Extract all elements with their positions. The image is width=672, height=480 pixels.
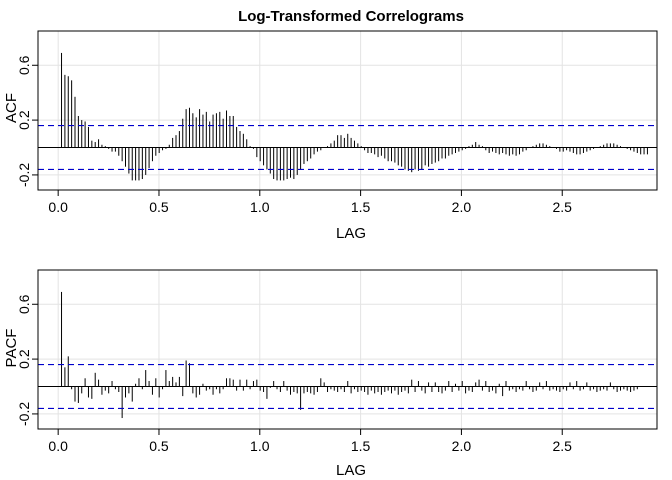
acf-panel: ACF LAG 0.0 0.5 1.0 1.5 2.0 2.5 -0.2 0.2 0.6 [3,30,658,242]
acf-x-tick-label: 2.5 [553,199,573,215]
pacf-x-tick-label: 2.5 [553,438,573,454]
acf-x-axis-label: LAG [336,225,366,242]
pacf-plot-frame [37,269,658,430]
acf-grid [38,31,657,190]
acf-y-tick-label: 0.6 [16,55,32,75]
acf-x-tick-label: 1.0 [250,199,270,215]
pacf-y-tick-label: -0.2 [16,402,32,426]
figure-title: Log-Transformed Correlograms [238,8,464,25]
pacf-y-tick-label: 0.6 [16,294,32,314]
pacf-panel: PACF LAG 0.0 0.5 1.0 1.5 2.0 2.5 -0.2 0.2 0.6 [3,269,658,479]
acf-x-tick-label: 1.5 [351,199,371,215]
pacf-x-tick-label: 1.0 [250,438,270,454]
acf-x-tick-label: 2.0 [452,199,472,215]
acf-x-tick-label: 0.5 [149,199,169,215]
pacf-y-tick-label: 0.2 [16,349,32,369]
acf-x-tick-label: 0.0 [48,199,68,215]
acf-plot-frame [37,30,658,191]
acf-y-axis-label: ACF [3,93,20,123]
pacf-x-axis-label: LAG [336,462,366,479]
pacf-bars [61,291,638,419]
pacf-x-tick-label: 0.5 [149,438,169,454]
pacf-x-tick-label: 0.0 [48,438,68,454]
acf-y-tick-label: 0.2 [16,110,32,130]
pacf-x-tick-label: 2.0 [452,438,472,454]
acf-bars [61,52,648,181]
pacf-y-axis-label: PACF [3,329,20,368]
pacf-x-tick-label: 1.5 [351,438,371,454]
pacf-grid [38,270,657,429]
acf-y-tick-label: -0.2 [16,163,32,187]
